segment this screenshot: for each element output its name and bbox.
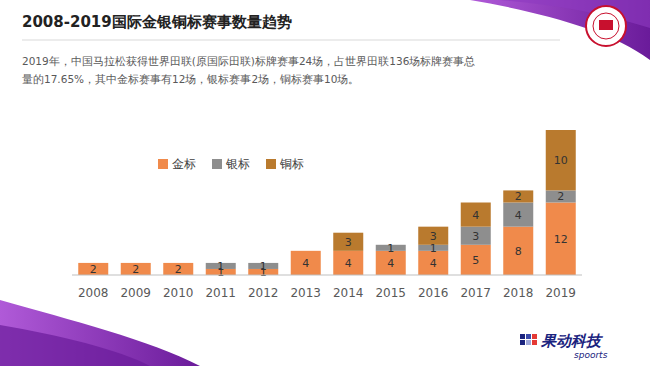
bar-segment bbox=[78, 263, 108, 275]
brand-mark bbox=[520, 340, 525, 345]
legend-swatch bbox=[266, 159, 276, 169]
x-tick-label: 2012 bbox=[248, 286, 279, 300]
bars bbox=[78, 130, 576, 275]
brand-mark bbox=[532, 340, 537, 345]
bar-segment bbox=[121, 263, 151, 275]
bar-segment bbox=[291, 251, 321, 275]
brand-name: 果动科技 bbox=[540, 332, 604, 350]
data-label: 1 bbox=[387, 242, 394, 255]
brand: 果动科技spoorts bbox=[520, 332, 608, 360]
x-tick-label: 2009 bbox=[120, 286, 151, 300]
x-tick-label: 2008 bbox=[78, 286, 109, 300]
data-label: 3 bbox=[430, 230, 437, 243]
legend-swatch bbox=[212, 159, 222, 169]
page: 2008-2019国际金银铜标赛事数量趋势2221144445812111134… bbox=[0, 0, 650, 366]
x-tick-label: 2017 bbox=[460, 286, 491, 300]
data-label: 2 bbox=[175, 263, 182, 276]
bar-segment bbox=[546, 130, 576, 190]
brand-sub: spoorts bbox=[574, 350, 608, 360]
deco-top bbox=[470, 0, 650, 60]
data-label: 3 bbox=[345, 236, 352, 249]
data-label: 4 bbox=[302, 257, 309, 270]
x-tick-label: 2015 bbox=[375, 286, 406, 300]
legend-swatch bbox=[158, 159, 168, 169]
legend-label: 金标 bbox=[172, 157, 196, 171]
subtitle: 2019年，中国马拉松获得世界田联(原国际田联)标牌赛事24场，占世界田联136… bbox=[22, 52, 484, 88]
emblem-core bbox=[599, 20, 613, 30]
data-label: 4 bbox=[430, 257, 437, 270]
data-label: 2 bbox=[132, 263, 139, 276]
x-tick-label: 2011 bbox=[205, 286, 236, 300]
bar-segment bbox=[546, 190, 576, 202]
data-label: 2 bbox=[557, 190, 564, 203]
legend: 金标 银标 铜标 bbox=[158, 157, 304, 171]
brand-mark bbox=[526, 334, 531, 339]
deco-bottom bbox=[0, 300, 200, 366]
data-label: 4 bbox=[345, 257, 352, 270]
x-axis bbox=[72, 275, 582, 276]
data-labels: 22211444458121111342334210 bbox=[90, 154, 568, 279]
emblem-ring bbox=[593, 13, 619, 39]
bar-segment bbox=[546, 203, 576, 276]
legend-label: 银标 bbox=[225, 157, 250, 171]
bar-segment bbox=[461, 245, 491, 275]
data-label: 4 bbox=[472, 209, 479, 222]
bar-segment bbox=[503, 203, 533, 227]
data-label: 1 bbox=[430, 242, 437, 255]
bar-segment bbox=[503, 227, 533, 275]
data-label: 2 bbox=[515, 190, 522, 203]
brand-mark bbox=[526, 340, 531, 345]
data-label: 10 bbox=[554, 154, 568, 167]
bar-segment bbox=[461, 203, 491, 227]
legend-label: 铜标 bbox=[279, 157, 304, 171]
data-label: 12 bbox=[554, 233, 568, 246]
emblem bbox=[586, 6, 626, 46]
x-tick-label: 2016 bbox=[418, 286, 449, 300]
chart: 2008-2019国际金银铜标赛事数量趋势2221144445812111134… bbox=[0, 0, 650, 366]
title-rule bbox=[22, 40, 560, 41]
bar-segment bbox=[461, 227, 491, 245]
brand-mark bbox=[520, 334, 525, 339]
deco-bottom2 bbox=[0, 325, 150, 366]
title: 2008-2019国际金银铜标赛事数量趋势 bbox=[22, 13, 292, 31]
data-label: 5 bbox=[472, 254, 479, 267]
bar-segment bbox=[503, 190, 533, 202]
brand-mark bbox=[532, 334, 537, 339]
data-label: 4 bbox=[387, 257, 394, 270]
x-tick-label: 2013 bbox=[290, 286, 321, 300]
data-label: 1 bbox=[260, 260, 267, 273]
bar-segment bbox=[333, 233, 363, 251]
data-label: 4 bbox=[515, 209, 522, 222]
deco-top2 bbox=[500, 0, 650, 28]
x-tick-label: 2019 bbox=[545, 286, 576, 300]
bar-segment bbox=[333, 251, 363, 275]
data-label: 3 bbox=[472, 230, 479, 243]
bar-segment bbox=[163, 263, 193, 275]
data-label: 2 bbox=[90, 263, 97, 276]
x-tick-label: 2014 bbox=[333, 286, 364, 300]
bar-segment bbox=[418, 227, 448, 245]
data-label: 1 bbox=[217, 260, 224, 273]
data-label: 8 bbox=[515, 245, 522, 258]
x-tick-label: 2018 bbox=[503, 286, 534, 300]
x-tick-label: 2010 bbox=[163, 286, 194, 300]
